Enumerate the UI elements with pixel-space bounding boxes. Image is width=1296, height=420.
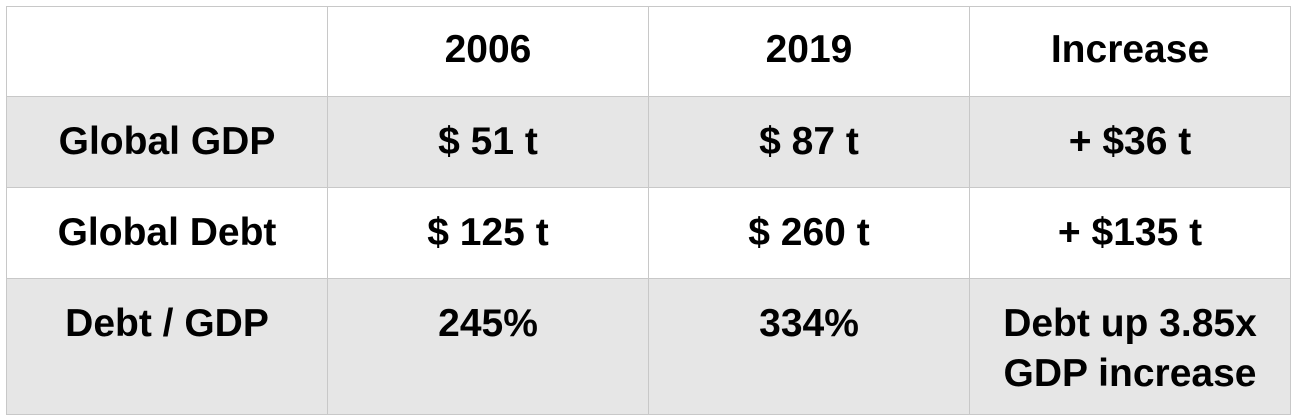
- row-label: Debt / GDP: [65, 302, 269, 345]
- table-cell: Global GDP: [6, 96, 328, 188]
- table-cell: $ 260 t: [648, 187, 970, 279]
- table-cell: Debt / GDP: [6, 278, 328, 415]
- table-cell: 2019: [648, 6, 970, 97]
- table-cell: $ 125 t: [327, 187, 649, 279]
- header-row: 2006 2019 Increase: [6, 6, 1291, 97]
- table-cell: Increase: [969, 6, 1291, 97]
- row-label: Global Debt: [57, 211, 277, 254]
- column-header: Increase: [1050, 28, 1210, 71]
- cell-value: $ 87 t: [759, 120, 859, 163]
- table-cell: + $36 t: [969, 96, 1291, 188]
- table-row: Global GDP $ 51 t $ 87 t + $36 t: [6, 96, 1291, 188]
- table-cell: 2006: [327, 6, 649, 97]
- column-header: 2006: [444, 28, 532, 71]
- table-cell: + $135 t: [969, 187, 1291, 279]
- table-cell: Global Debt: [6, 187, 328, 279]
- cell-value: + $135 t: [1057, 211, 1203, 254]
- cell-value: Debt up 3.85x GDP increase: [1003, 302, 1257, 395]
- table-cell: Debt up 3.85x GDP increase: [969, 278, 1291, 415]
- table-cell: $ 87 t: [648, 96, 970, 188]
- cell-value: $ 260 t: [748, 211, 870, 254]
- cell-value: + $36 t: [1068, 120, 1192, 163]
- table-row: Global Debt $ 125 t $ 260 t + $135 t: [6, 187, 1291, 279]
- table-cell: [6, 6, 328, 97]
- table-cell: 245%: [327, 278, 649, 415]
- table-row: Debt / GDP 245% 334% Debt up 3.85x GDP incr…: [6, 278, 1291, 415]
- cell-value: 334%: [759, 302, 859, 345]
- cell-value: 245%: [438, 302, 538, 345]
- column-header: 2019: [765, 28, 853, 71]
- row-label: Global GDP: [58, 120, 276, 163]
- table-cell: 334%: [648, 278, 970, 415]
- table-container: 2006 2019 Increase Global GDP $ 51 t $ 87 t + …: [6, 6, 1291, 415]
- data-table: 2006 2019 Increase Global GDP $ 51 t $ 87 t + …: [6, 6, 1291, 415]
- cell-value: $ 51 t: [438, 120, 538, 163]
- cell-value: $ 125 t: [427, 211, 549, 254]
- table-cell: $ 51 t: [327, 96, 649, 188]
